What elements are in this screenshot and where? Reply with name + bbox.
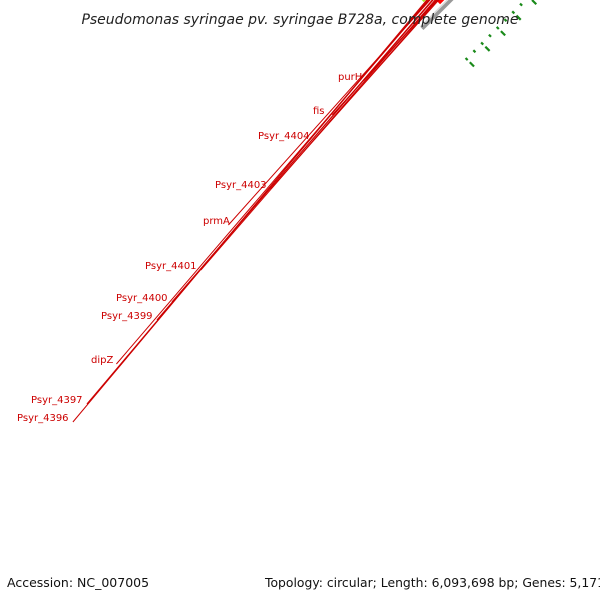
colored-gene-track <box>421 0 426 3</box>
label-leader-line <box>116 0 430 365</box>
skew-tick <box>484 45 491 52</box>
label-leader-line <box>156 0 433 321</box>
gene-label: fis <box>313 106 325 117</box>
skew-tick <box>464 57 469 61</box>
skew-tick <box>469 61 475 68</box>
skew-tick <box>531 0 538 6</box>
gene-labels: Psyr_4396 Psyr_4397 dipZ Psyr_4399 Psyr_4400… <box>17 0 440 424</box>
label-leader-line <box>270 0 439 190</box>
skew-tick <box>503 18 508 22</box>
gene-label: Psyr_4399 <box>101 311 153 322</box>
skew-tick <box>519 2 523 7</box>
skew-tick <box>511 10 516 15</box>
gene-label: Psyr_4404 <box>258 131 310 142</box>
forward-cds-track <box>435 0 445 5</box>
gc-skew-ticks <box>464 0 538 68</box>
skew-tick <box>480 41 485 46</box>
forward-cds-arrow <box>435 0 445 5</box>
accession-text: Accession: NC_007005 <box>7 575 149 590</box>
label-leader-line <box>228 0 431 226</box>
gene-label: Psyr_4400 <box>116 293 168 304</box>
skew-tick <box>488 33 492 38</box>
skew-tick <box>515 14 522 21</box>
label-leader-line <box>171 0 434 303</box>
skew-tick <box>500 30 506 37</box>
gene-label: dipZ <box>91 355 113 366</box>
gene-label: Psyr_4396 <box>17 413 69 424</box>
skew-tick <box>495 26 500 30</box>
gene-label: prmA <box>203 216 230 227</box>
gene-label: purH <box>338 72 362 83</box>
skew-tick <box>472 49 477 54</box>
genome-summary: Topology: circular; Length: 6,093,698 bp… <box>264 575 600 590</box>
gene-label: Psyr_4403 <box>215 180 267 191</box>
gene-bar <box>421 0 426 3</box>
gene-label: Psyr_4397 <box>31 395 83 406</box>
map-title: Pseudomonas syringae pv. syringae B728a,… <box>81 12 518 28</box>
label-leader-line <box>72 0 428 423</box>
label-leader-line <box>86 0 429 405</box>
gene-label: Psyr_4401 <box>145 261 197 272</box>
label-leader-line <box>313 0 440 141</box>
